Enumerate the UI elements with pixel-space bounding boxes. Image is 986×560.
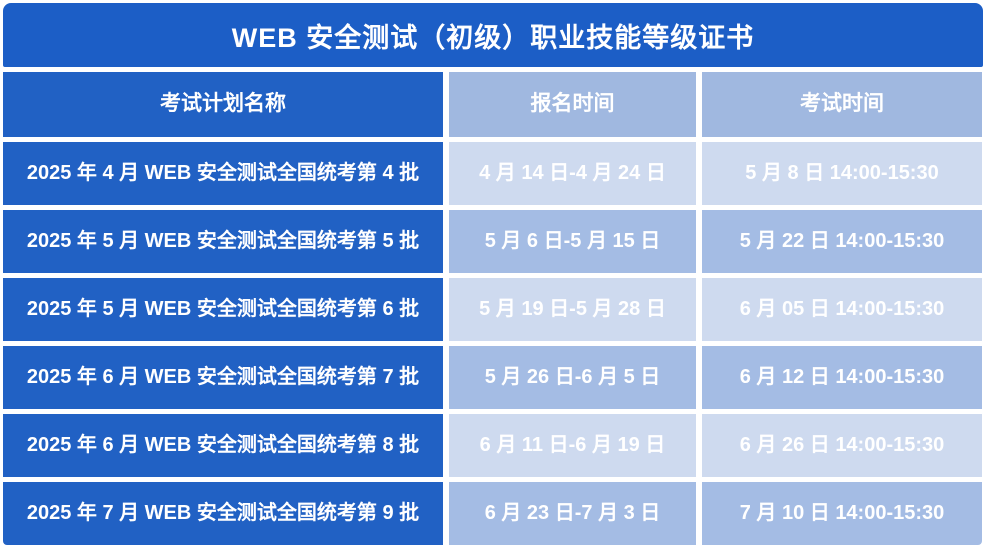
- exam-time-cell: 6 月 12 日 14:00-15:30: [702, 346, 982, 409]
- registration-time-cell: 6 月 23 日-7 月 3 日: [449, 482, 696, 545]
- registration-time-cell: 5 月 6 日-5 月 15 日: [449, 210, 696, 273]
- table-row: 2025 年 5 月 WEB 安全测试全国统考第 5 批 5 月 6 日-5 月…: [3, 210, 983, 273]
- plan-name-cell: 2025 年 4 月 WEB 安全测试全国统考第 4 批: [3, 142, 443, 205]
- table-row: 2025 年 7 月 WEB 安全测试全国统考第 9 批 6 月 23 日-7 …: [3, 482, 983, 545]
- exam-time-cell: 5 月 22 日 14:00-15:30: [702, 210, 982, 273]
- plan-name-cell: 2025 年 5 月 WEB 安全测试全国统考第 5 批: [3, 210, 443, 273]
- table-row: 2025 年 6 月 WEB 安全测试全国统考第 7 批 5 月 26 日-6 …: [3, 346, 983, 409]
- table-row: 2025 年 5 月 WEB 安全测试全国统考第 6 批 5 月 19 日-5 …: [3, 278, 983, 341]
- exam-time-cell: 5 月 8 日 14:00-15:30: [702, 142, 982, 205]
- registration-time-cell: 5 月 19 日-5 月 28 日: [449, 278, 696, 341]
- plan-name-cell: 2025 年 6 月 WEB 安全测试全国统考第 7 批: [3, 346, 443, 409]
- exam-time-cell: 6 月 05 日 14:00-15:30: [702, 278, 982, 341]
- plan-name-cell: 2025 年 7 月 WEB 安全测试全国统考第 9 批: [3, 482, 443, 545]
- exam-time-cell: 6 月 26 日 14:00-15:30: [702, 414, 982, 477]
- table-title: WEB 安全测试（初级）职业技能等级证书: [231, 22, 755, 53]
- header-row: 考试计划名称 报名时间 考试时间: [3, 72, 983, 137]
- column-header-registration-time: 报名时间: [449, 72, 696, 137]
- registration-time-cell: 6 月 11 日-6 月 19 日: [449, 414, 696, 477]
- registration-time-cell: 4 月 14 日-4 月 24 日: [449, 142, 696, 205]
- table-title-bar: WEB 安全测试（初级）职业技能等级证书: [3, 3, 983, 67]
- plan-name-cell: 2025 年 5 月 WEB 安全测试全国统考第 6 批: [3, 278, 443, 341]
- column-header-exam-time: 考试时间: [702, 72, 982, 137]
- table-row: 2025 年 4 月 WEB 安全测试全国统考第 4 批 4 月 14 日-4 …: [3, 142, 983, 205]
- exam-time-cell: 7 月 10 日 14:00-15:30: [702, 482, 982, 545]
- column-header-plan-name: 考试计划名称: [3, 72, 443, 137]
- plan-name-cell: 2025 年 6 月 WEB 安全测试全国统考第 8 批: [3, 414, 443, 477]
- registration-time-cell: 5 月 26 日-6 月 5 日: [449, 346, 696, 409]
- table-row: 2025 年 6 月 WEB 安全测试全国统考第 8 批 6 月 11 日-6 …: [3, 414, 983, 477]
